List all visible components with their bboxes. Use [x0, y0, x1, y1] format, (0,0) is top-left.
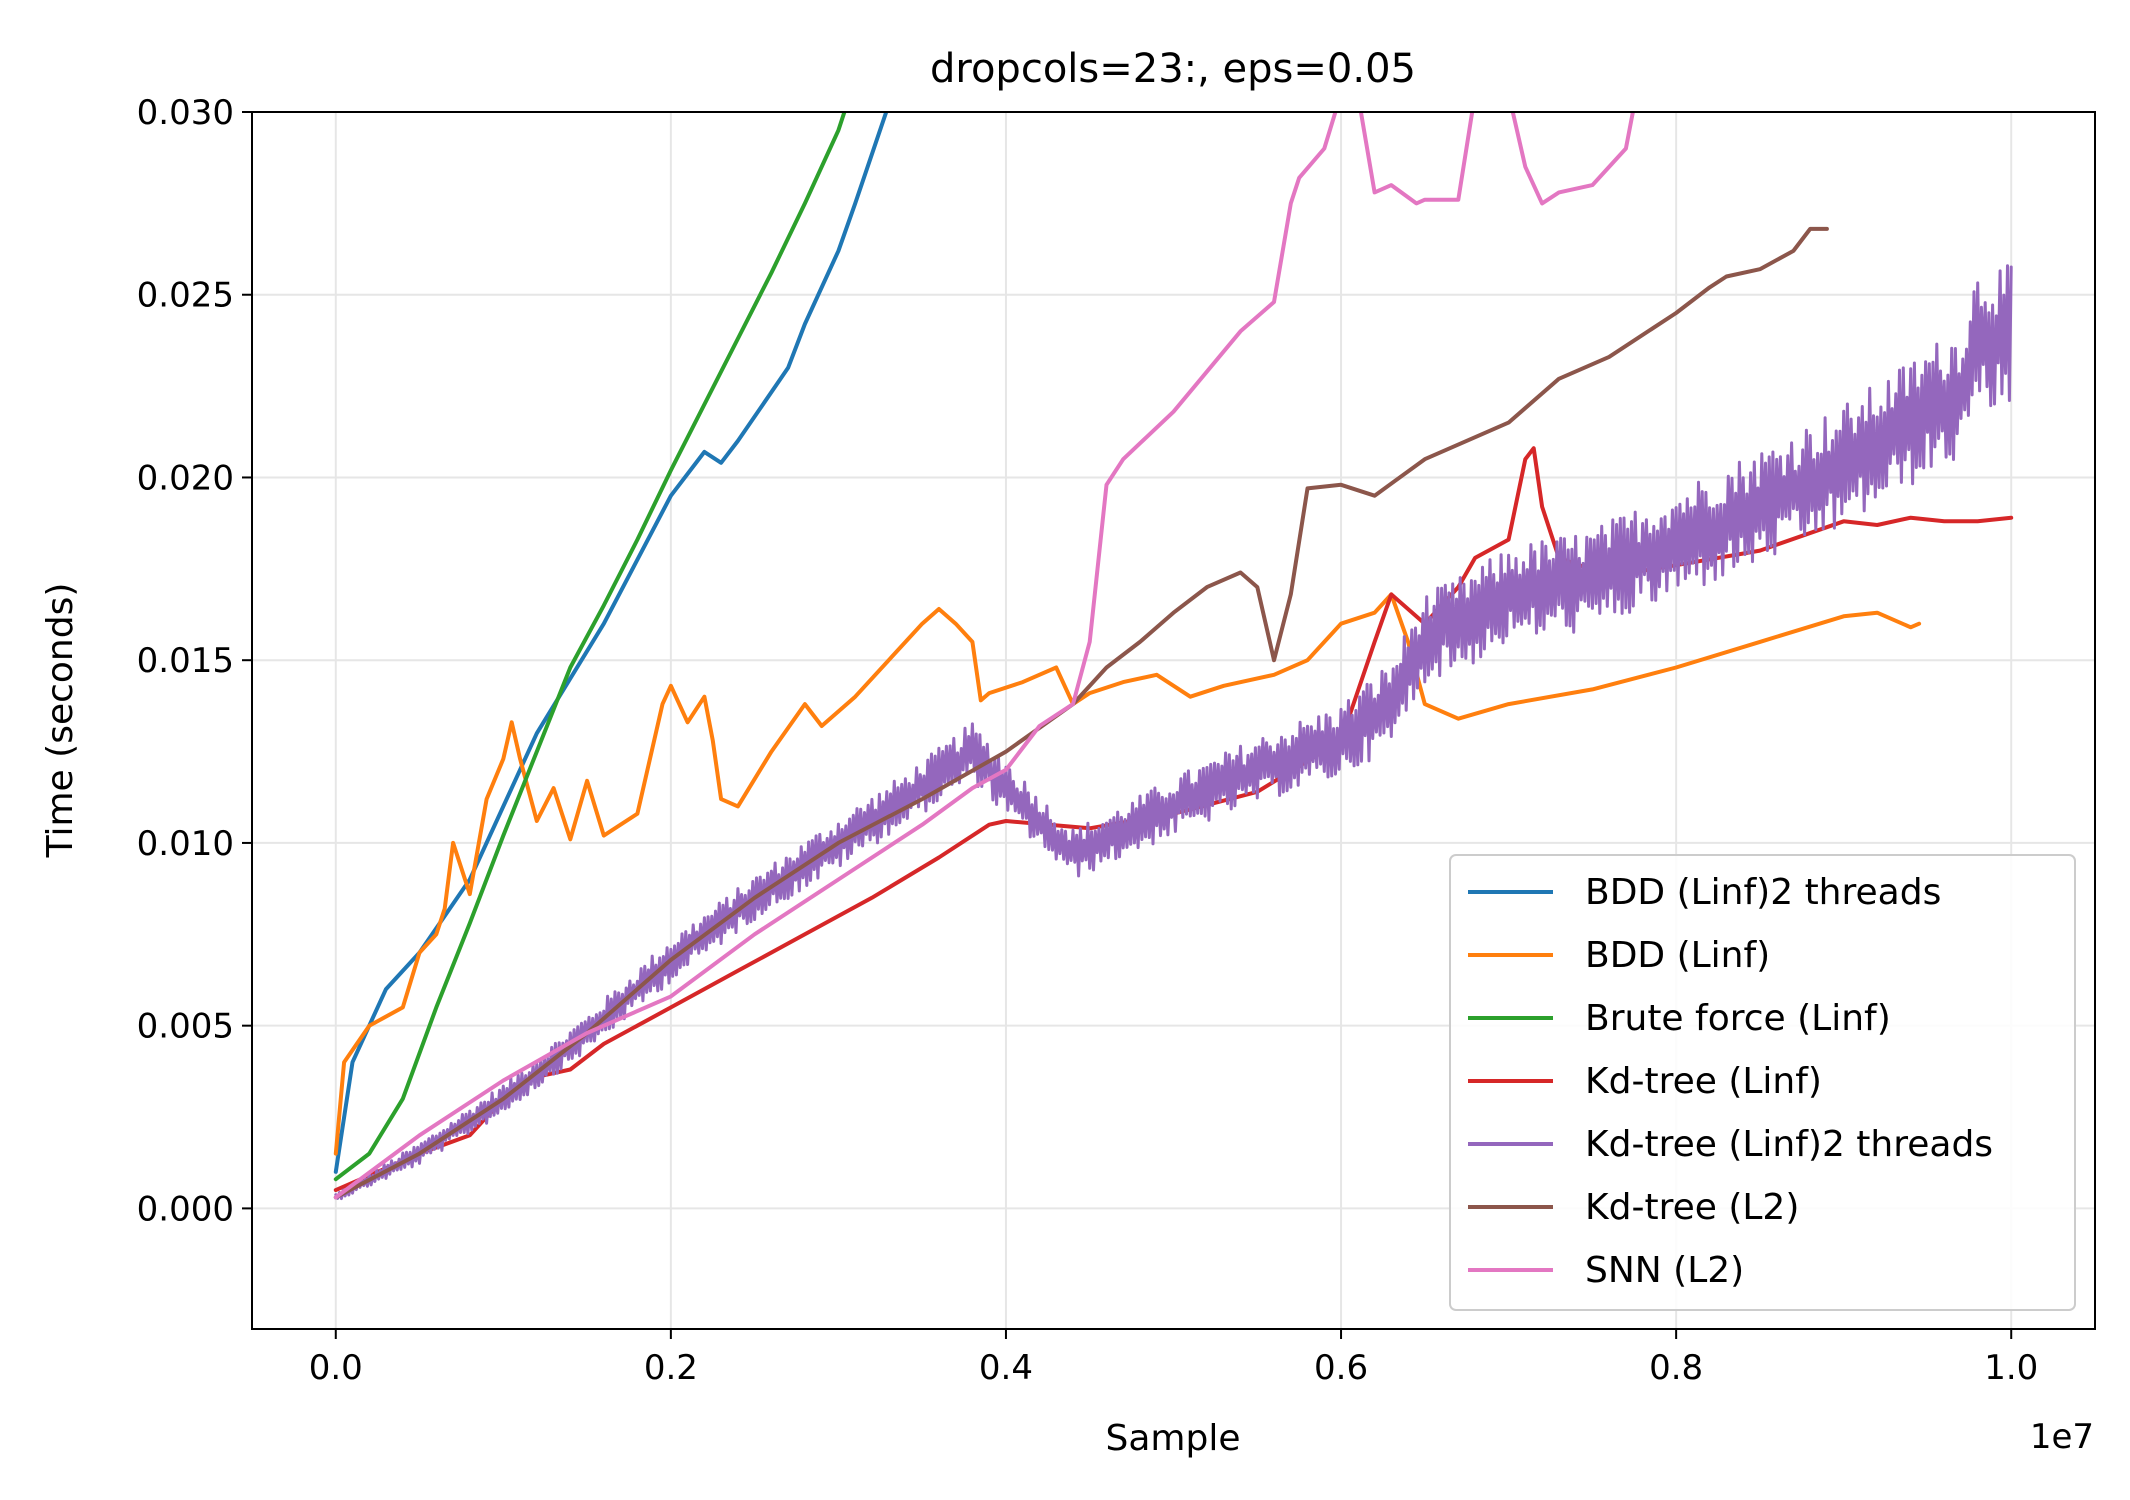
- series-line: [333, 112, 889, 1174]
- y-axis-label: Time (seconds): [40, 583, 81, 859]
- legend-label: BDD (Linf): [1585, 935, 1770, 976]
- y-tick-label: 0.000: [137, 1189, 234, 1229]
- x-tick-label: 0.4: [979, 1348, 1033, 1388]
- legend-label: Kd-tree (Linf): [1585, 1061, 1822, 1102]
- series-lines: [333, 112, 2014, 1201]
- legend-label: Kd-tree (L2): [1585, 1187, 1799, 1228]
- x-axis-label: Sample: [1106, 1418, 1241, 1459]
- y-tick-label: 0.020: [137, 458, 234, 498]
- axis-ticks: 0.0 0.2 0.4 0.6 0.8 1.0 0.000 0.005 0.010 0.015 0.…: [137, 93, 2039, 1388]
- series-line: [333, 446, 2014, 1193]
- x-tick-label: 1.0: [1984, 1348, 2038, 1388]
- x-tick-label: 0.6: [1314, 1348, 1368, 1388]
- legend-box: [1449, 854, 2076, 1311]
- series-line: [333, 592, 1922, 1156]
- y-tick-label: 0.015: [137, 641, 234, 681]
- x-tick-label: 0.0: [309, 1348, 363, 1388]
- series-line: [333, 112, 847, 1182]
- legend-label: Kd-tree (Linf)2 threads: [1585, 1124, 1993, 1165]
- series-line: [333, 226, 1829, 1200]
- chart-title: dropcols=23:, eps=0.05: [930, 46, 1416, 92]
- x-tick-label: 0.2: [644, 1348, 698, 1388]
- x-axis-offset-label: 1e7: [2030, 1417, 2094, 1457]
- x-tick-label: 0.8: [1649, 1348, 1703, 1388]
- legend-label: SNN (L2): [1585, 1250, 1744, 1291]
- legend: BDD (Linf)2 threads BDD (Linf) Brute force…: [1449, 854, 2076, 1311]
- legend-label: BDD (Linf)2 threads: [1585, 872, 1941, 913]
- plot-frame: [251, 111, 2096, 1330]
- series-line: [333, 112, 1635, 1200]
- y-tick-label: 0.005: [137, 1007, 234, 1047]
- legend-label: Brute force (Linf): [1585, 998, 1891, 1039]
- y-tick-label: 0.030: [137, 93, 234, 133]
- y-tick-label: 0.025: [137, 276, 234, 316]
- y-tick-label: 0.010: [137, 824, 234, 864]
- series-line: [334, 264, 2013, 1201]
